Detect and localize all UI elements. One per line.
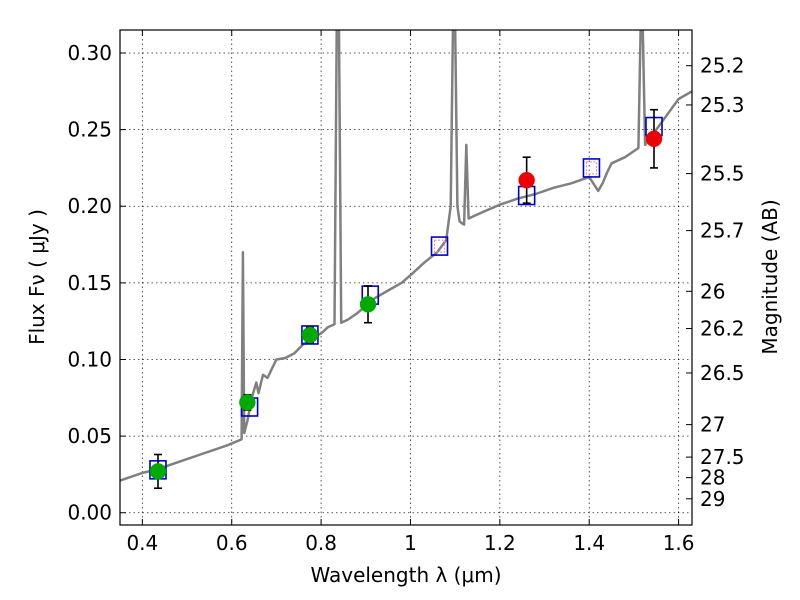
y-axis-title: Flux Fν ( μJy ): [25, 209, 49, 345]
x-axis-title: Wavelength λ (μm): [310, 563, 501, 587]
plot-frame: [119, 29, 693, 526]
axis-ticks: [120, 30, 692, 525]
data-point: [301, 326, 319, 344]
tick-labels: 0.4 0.6 0.8 1 1.2 1.4 1.6 0.00 0.05 0.10 0.15 0.20 0…: [67, 41, 744, 555]
x-tick-label: 0.8: [305, 531, 337, 555]
magnitude-tick-label: 25.2: [700, 54, 745, 78]
y-tick-label: 0.20: [67, 194, 112, 218]
data-point: [518, 171, 535, 189]
spectrum: [120, 30, 692, 482]
magnitude-tick-label: 28: [700, 466, 725, 490]
data-point: [149, 463, 167, 480]
magnitude-tick-label: 29: [700, 487, 725, 511]
grid-lines: [120, 30, 692, 525]
model-square: [582, 158, 601, 178]
magnitude-axis-title: Magnitude (AB): [758, 199, 782, 354]
spectrum-line: [120, 30, 692, 482]
x-tick-label: 0.6: [216, 531, 248, 555]
magnitude-tick-label: 26.5: [700, 361, 745, 385]
y-tick-label: 0.00: [67, 501, 112, 525]
magnitude-tick-label: 26.2: [700, 317, 745, 341]
y-tick-label: 0.05: [67, 424, 112, 448]
magnitude-tick-label: 27.5: [700, 445, 745, 469]
magnitude-tick-label: 25.7: [700, 219, 745, 243]
data-point: [239, 394, 256, 411]
magnitude-tick-label: 26: [700, 279, 725, 303]
magnitude-tick-label: 27: [700, 413, 725, 437]
y-tick-label: 0.10: [67, 347, 112, 371]
data-points: [149, 108, 663, 490]
red-square: [434, 239, 446, 253]
y-tick-label: 0.15: [67, 271, 112, 295]
magnitude-tick-label: 25.3: [700, 93, 745, 117]
data-point: [645, 130, 663, 148]
x-tick-label: 1.4: [573, 531, 605, 555]
x-tick-label: 1.6: [663, 531, 695, 555]
x-tick-label: 1: [404, 531, 417, 555]
y-tick-label: 0.25: [67, 118, 112, 142]
y-tick-label: 0.30: [67, 41, 112, 65]
model-square: [430, 236, 449, 256]
data-point: [359, 296, 377, 313]
x-tick-label: 1.2: [484, 531, 516, 555]
magnitude-tick-label: 25.5: [700, 162, 745, 186]
red-square: [585, 161, 597, 175]
x-tick-label: 0.4: [126, 531, 158, 555]
model-squares: [149, 116, 663, 480]
